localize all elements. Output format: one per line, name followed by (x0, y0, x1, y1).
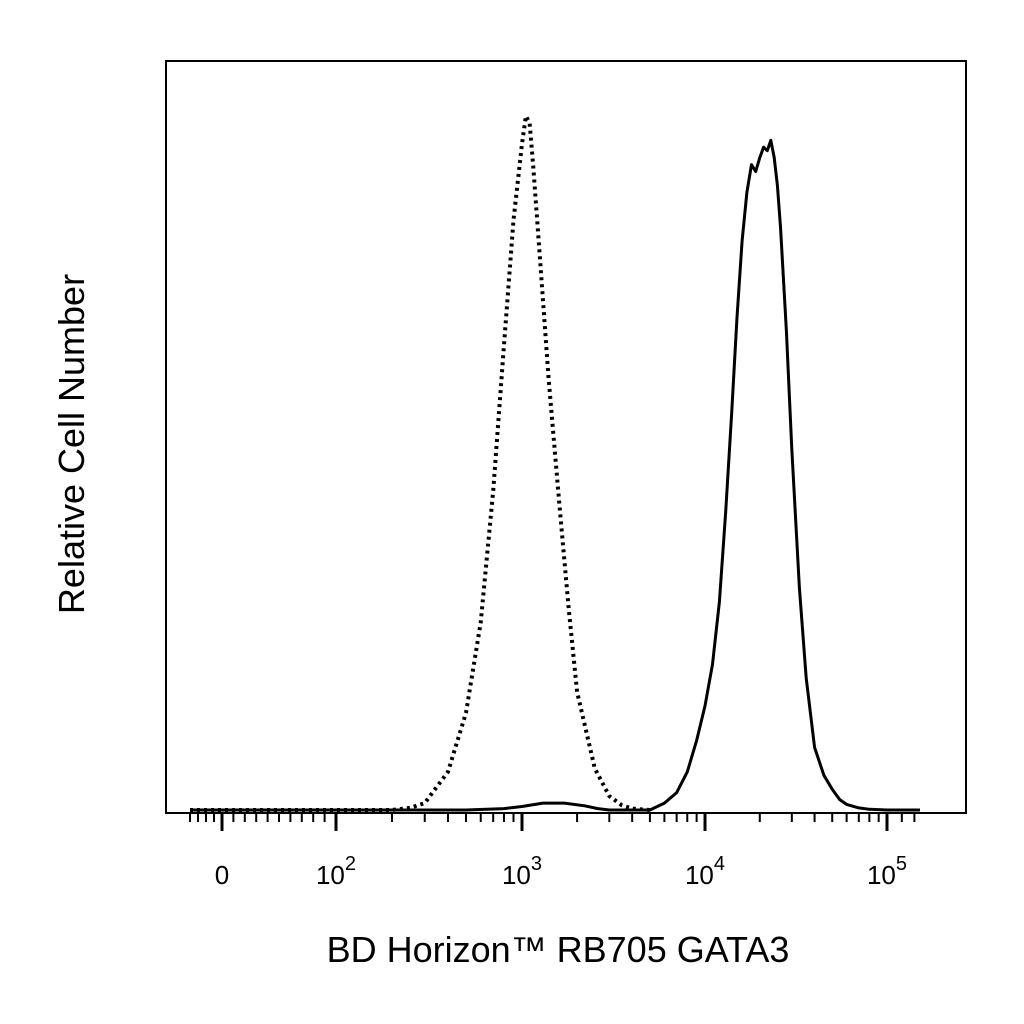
x-tick-label: 103 (502, 853, 542, 890)
series-dotted-line (190, 114, 651, 812)
x-axis-tick-labels: 0 102 103 104 105 (215, 853, 907, 890)
x-axis-major-ticks (220, 813, 889, 831)
x-tick-label: 102 (316, 853, 356, 890)
x-tick-label: 104 (685, 853, 725, 890)
x-tick-label: 0 (215, 860, 229, 890)
x-axis-minor-ticks (189, 813, 916, 822)
series-solid-line (190, 138, 920, 812)
x-axis-title: BD Horizon™ RB705 GATA3 (327, 929, 790, 970)
plot-frame (165, 60, 967, 814)
y-axis-title: Relative Cell Number (51, 274, 92, 614)
x-tick-label: 105 (867, 853, 907, 890)
series-layer (190, 114, 920, 812)
